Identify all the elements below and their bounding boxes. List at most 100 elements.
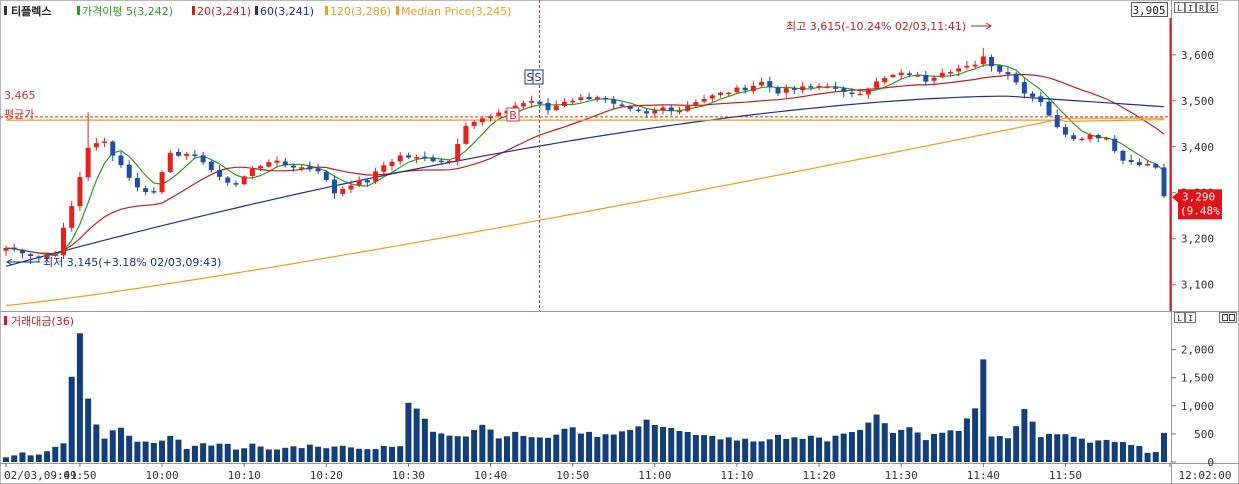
candle <box>225 177 231 183</box>
volume-bar <box>126 435 133 462</box>
candle <box>200 155 206 163</box>
candle <box>841 88 847 93</box>
volume-bar <box>421 418 428 462</box>
candle <box>989 56 995 67</box>
chart-option-label: I <box>1188 4 1193 13</box>
candle <box>915 75 921 77</box>
volume-bar <box>963 418 970 462</box>
maximize-button[interactable] <box>1219 312 1237 323</box>
x-tick-label: 10:40 <box>474 469 507 482</box>
volume-bar <box>372 449 379 462</box>
volume-bar <box>889 432 896 462</box>
volume-bar <box>76 333 83 462</box>
volume-bar <box>1119 442 1126 462</box>
volume-bar <box>109 430 116 462</box>
candle <box>635 109 641 112</box>
volume-bar <box>766 439 773 462</box>
volume-bar <box>1136 446 1143 462</box>
volume-bar <box>290 446 297 462</box>
candle <box>11 247 17 250</box>
x-tick-label: 10:10 <box>228 469 261 482</box>
candle <box>192 154 198 157</box>
candle <box>520 103 526 107</box>
volume-bar <box>528 437 535 462</box>
chart-option-button[interactable]: L <box>1174 312 1185 324</box>
candle <box>849 92 855 95</box>
chart-option-button[interactable]: I <box>1185 2 1196 14</box>
volume-bar <box>857 429 864 462</box>
current-price-tag: 3,290 (9.48%) <box>1172 189 1226 220</box>
candle <box>832 87 838 89</box>
candle <box>874 81 880 88</box>
volume-bar <box>347 447 354 462</box>
candle <box>340 188 346 194</box>
candle <box>405 155 411 158</box>
candle <box>389 161 395 166</box>
volume-bar <box>35 454 42 462</box>
volume-bar <box>397 446 404 462</box>
legend-ma60: 60(3,241) <box>260 5 314 18</box>
volume-bar <box>208 445 215 462</box>
candle <box>627 106 633 109</box>
volume-bar <box>725 437 732 462</box>
candle <box>110 141 116 156</box>
chart-option-button[interactable]: G <box>1207 2 1218 14</box>
candle <box>906 73 912 75</box>
x-tick-label: 11:10 <box>720 469 753 482</box>
volume-bar <box>873 414 880 462</box>
volume-bar <box>1144 452 1151 462</box>
volume-bar <box>159 440 166 462</box>
candle <box>1062 127 1068 135</box>
volume-bar <box>1054 434 1061 462</box>
volume-bar <box>1128 444 1135 462</box>
volume-bar <box>881 423 888 462</box>
candle <box>701 98 707 102</box>
volume-bar <box>996 436 1003 462</box>
volume-bar <box>865 422 872 462</box>
volume-bar <box>775 434 781 462</box>
volume-bar <box>602 434 609 462</box>
chart-option-frame <box>1185 2 1196 13</box>
candle <box>463 125 469 144</box>
candle <box>102 141 108 143</box>
chart-option-label: L <box>1177 314 1182 323</box>
volume-bar <box>471 429 478 462</box>
chart-option-button[interactable]: L <box>1174 2 1185 14</box>
volume-bar <box>405 402 412 462</box>
volume-bar <box>200 443 207 462</box>
volume-bar <box>594 436 601 462</box>
volume-bar <box>569 427 576 462</box>
volume-bar <box>389 446 395 462</box>
volume-bar <box>931 433 938 462</box>
chart-option-button[interactable]: I <box>1185 312 1196 324</box>
candle <box>126 164 132 178</box>
volume-bar <box>44 451 51 462</box>
candle <box>980 56 986 65</box>
volume-bar <box>487 429 494 462</box>
volume-bar <box>758 441 765 462</box>
y-tick-label: 3,400 <box>1181 141 1214 154</box>
candle <box>274 160 280 163</box>
candle <box>529 101 535 103</box>
volume-bar <box>85 398 92 462</box>
candle <box>422 156 428 159</box>
candle <box>668 107 674 112</box>
candle <box>93 143 99 148</box>
max-value: 3,905 <box>1132 4 1165 17</box>
candle <box>898 72 904 76</box>
volume-bar <box>413 408 420 462</box>
axes: 3,6003,5003,4003,3003,2003,1002,0001,500… <box>4 49 1231 482</box>
candle <box>816 85 822 88</box>
volume-bar <box>643 419 650 462</box>
x-tick-label: 12:02:00 <box>1179 469 1232 482</box>
volume-bar <box>282 447 289 462</box>
candle <box>28 254 34 256</box>
candle <box>1161 167 1167 197</box>
volume-bar <box>545 437 552 462</box>
x-tick-label: 11:40 <box>967 469 1000 482</box>
volume-bar <box>1152 452 1159 462</box>
chart-option-button[interactable]: R <box>1196 2 1207 14</box>
